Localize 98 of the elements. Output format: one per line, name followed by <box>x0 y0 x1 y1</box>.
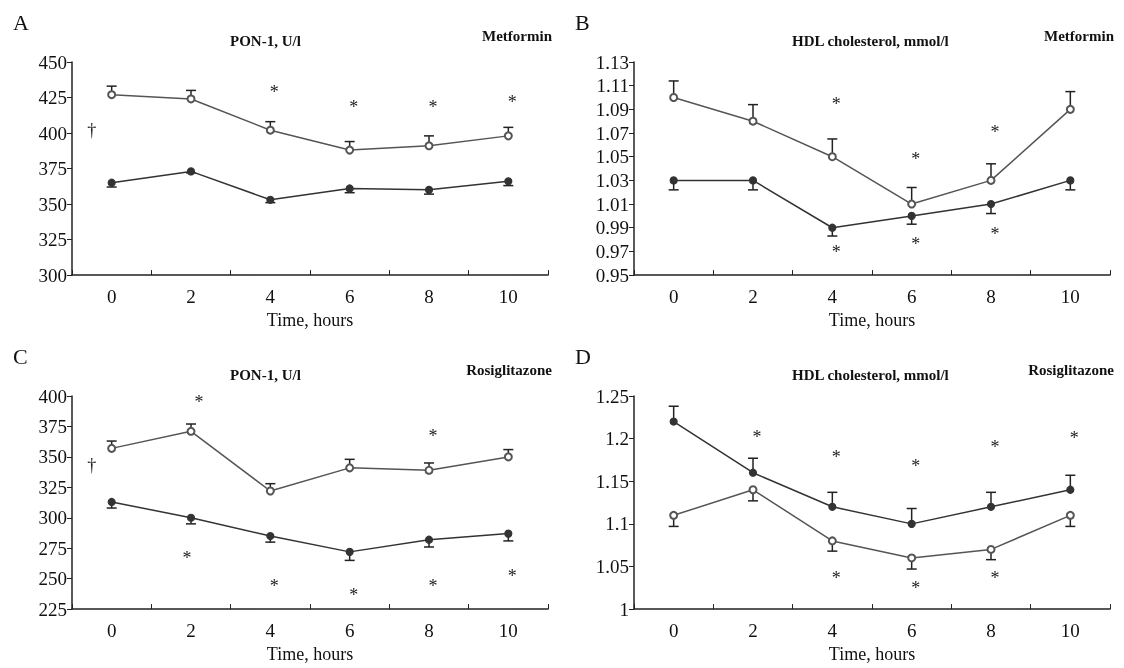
y-tick-label: 1.1 <box>605 513 629 535</box>
annotation: † <box>87 119 97 140</box>
chart-subtitle: PON-1, U/l <box>230 366 301 383</box>
x-tick-label: 6 <box>906 286 917 308</box>
y-tick-label: 350 <box>38 446 67 468</box>
y-tick-label: 1.25 <box>595 385 629 407</box>
x-tick-label: 8 <box>424 286 434 308</box>
chart-title: C <box>13 343 28 369</box>
x-tick-label: 8 <box>986 620 996 642</box>
y-tick-label: 0.97 <box>595 240 629 262</box>
annotation: * <box>831 568 841 589</box>
x-axis-title: Time, hours <box>266 644 354 664</box>
chart-title: D <box>575 343 591 369</box>
annotation: * <box>831 241 841 262</box>
x-axis-title: Time, hours <box>828 310 916 330</box>
y-tick-label: 1 <box>619 598 629 620</box>
y-tick-label: 1.09 <box>595 98 629 120</box>
y-tick-label: 450 <box>38 51 67 73</box>
annotation: † <box>87 455 97 476</box>
y-tick-label: 1.05 <box>595 146 629 168</box>
annotation: * <box>182 547 192 568</box>
chart-subtitle: PON-1, U/l <box>230 32 301 49</box>
annotation: * <box>507 92 517 113</box>
x-tick-label: 6 <box>344 620 355 642</box>
annotation: * <box>269 82 279 103</box>
x-tick-label: 10 <box>498 286 518 308</box>
y-tick-label: 1.2 <box>605 428 629 450</box>
annotation: * <box>831 93 841 114</box>
x-tick-label: 0 <box>106 286 117 308</box>
chart-subtitle: HDL cholesterol, mmol/l <box>792 366 949 383</box>
chart-title: B <box>575 9 590 35</box>
y-tick-label: 1.01 <box>595 193 629 215</box>
y-tick-label: 325 <box>38 229 67 251</box>
y-tick-label: 300 <box>38 264 67 286</box>
annotation: * <box>507 566 517 587</box>
x-tick-label: 4 <box>827 620 838 642</box>
annotation: * <box>349 584 359 605</box>
x-tick-label: 2 <box>186 620 196 642</box>
annotation: * <box>428 576 438 597</box>
x-tick-label: 4 <box>265 620 276 642</box>
y-tick-label: 400 <box>38 385 67 407</box>
y-tick-label: 225 <box>38 598 67 620</box>
text: Metformin <box>1044 27 1115 44</box>
y-tick-label: 1.11 <box>596 75 629 97</box>
x-tick-label: 6 <box>344 286 355 308</box>
x-axis-title: Time, hours <box>828 644 916 664</box>
y-tick-label: 400 <box>38 122 67 144</box>
annotation: * <box>428 425 438 446</box>
y-tick-label: 300 <box>38 507 67 529</box>
chart-title: A <box>13 9 29 35</box>
annotation: * <box>752 426 762 447</box>
annotation: * <box>269 576 279 597</box>
x-tick-label: 2 <box>748 286 758 308</box>
x-tick-label: 4 <box>827 286 838 308</box>
annotation: * <box>1069 428 1079 449</box>
y-tick-label: 425 <box>38 87 67 109</box>
annotation: * <box>990 223 1000 244</box>
y-tick-label: 1.15 <box>595 470 629 492</box>
x-tick-label: 0 <box>106 620 117 642</box>
annotation: * <box>194 392 204 413</box>
x-tick-label: 8 <box>986 286 996 308</box>
y-tick-label: 250 <box>38 568 67 590</box>
annotation: * <box>990 121 1000 142</box>
y-tick-label: 375 <box>38 415 67 437</box>
text: Rosiglitazone <box>466 361 553 378</box>
x-axis-title: Time, hours <box>266 310 354 330</box>
annotation: * <box>911 234 921 255</box>
x-tick-label: 0 <box>668 286 679 308</box>
annotation: * <box>911 455 921 476</box>
chart-subtitle: HDL cholesterol, mmol/l <box>792 32 949 49</box>
x-tick-label: 10 <box>1060 620 1080 642</box>
y-tick-label: 375 <box>38 158 67 180</box>
annotation: * <box>990 568 1000 589</box>
y-tick-label: 275 <box>38 537 67 559</box>
x-tick-label: 2 <box>186 286 196 308</box>
annotation: * <box>911 577 921 598</box>
x-tick-label: 10 <box>498 620 518 642</box>
y-tick-label: 0.95 <box>595 264 629 286</box>
x-tick-label: 10 <box>1060 286 1080 308</box>
y-tick-label: 1.13 <box>595 51 629 73</box>
text: Metformin <box>482 27 553 44</box>
annotation: * <box>990 436 1000 457</box>
x-tick-label: 0 <box>668 620 679 642</box>
annotation: * <box>428 96 438 117</box>
annotation: * <box>911 149 921 170</box>
x-tick-label: 6 <box>906 620 917 642</box>
y-tick-label: 1.05 <box>595 555 629 577</box>
x-tick-label: 8 <box>424 620 434 642</box>
y-tick-label: 350 <box>38 193 67 215</box>
y-tick-label: 1.07 <box>595 122 629 144</box>
y-tick-label: 325 <box>38 476 67 498</box>
y-tick-label: 1.03 <box>595 169 629 191</box>
y-tick-label: 0.99 <box>595 217 629 239</box>
annotation: * <box>349 96 359 117</box>
annotation: * <box>831 447 841 468</box>
text: Rosiglitazone <box>1028 361 1115 378</box>
x-tick-label: 2 <box>748 620 758 642</box>
x-tick-label: 4 <box>265 286 276 308</box>
